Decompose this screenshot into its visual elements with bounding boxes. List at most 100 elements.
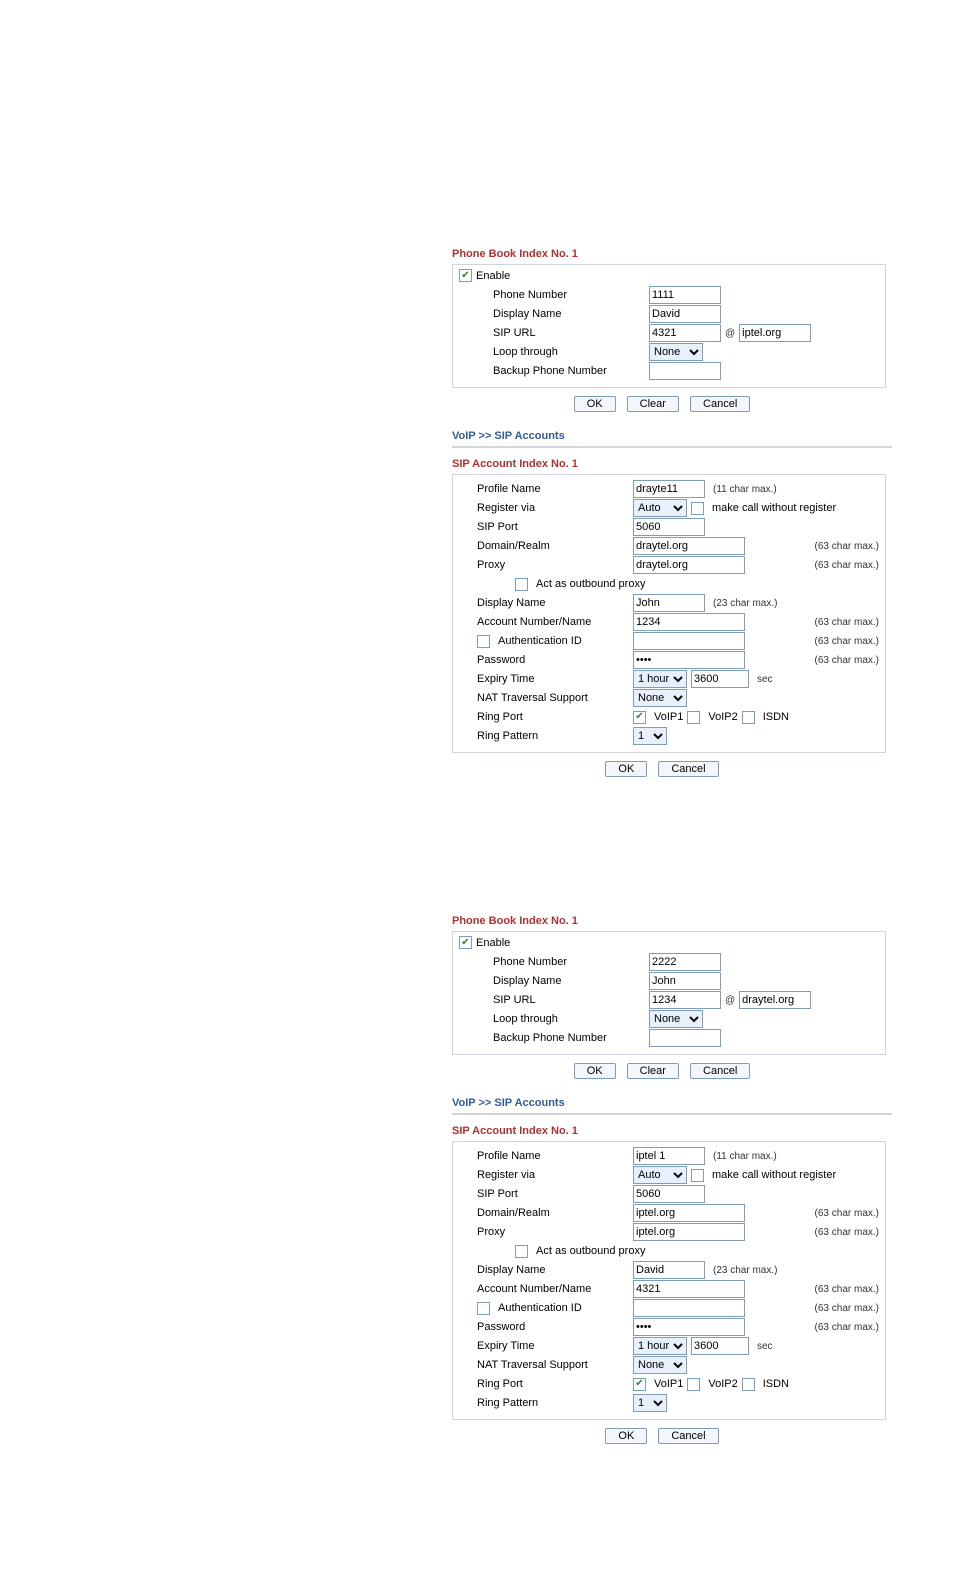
pb1-sipurl-domain[interactable] <box>739 324 811 342</box>
sip2-profile-input[interactable] <box>633 1147 705 1165</box>
sip2-acct-input[interactable] <box>633 1280 745 1298</box>
sip1-expiry-select[interactable]: 1 hour <box>633 670 687 688</box>
pb2-cancel-button[interactable]: Cancel <box>690 1063 750 1079</box>
pb2-sipurl-label: SIP URL <box>459 994 649 1006</box>
sip2-expiry-label: Expiry Time <box>459 1340 633 1352</box>
sip1-nat-select[interactable]: None <box>633 689 687 707</box>
sip2-title: SIP Account Index No. 1 <box>452 1125 954 1137</box>
sip1-voip2-check[interactable] <box>687 711 700 724</box>
phonebook1-enable-label: Enable <box>476 270 510 282</box>
sip1-ok-button[interactable]: OK <box>605 761 647 777</box>
sip2-pass-input[interactable] <box>633 1318 745 1336</box>
pb2-sipurl-domain[interactable] <box>739 991 811 1009</box>
sip1-acct-label: Account Number/Name <box>459 616 633 628</box>
sip2-disp-input[interactable] <box>633 1261 705 1279</box>
sip1-expiry-label: Expiry Time <box>459 673 633 685</box>
sip2-profile-label: Profile Name <box>459 1150 633 1162</box>
sip2-ok-button[interactable]: OK <box>605 1428 647 1444</box>
sip1-makecall-label: make call without register <box>712 502 836 514</box>
sip1-proxy-input[interactable] <box>633 556 745 574</box>
sip1-ringport-label: Ring Port <box>459 711 633 723</box>
pb2-sipurl-user[interactable] <box>649 991 721 1009</box>
sip1-nat-label: NAT Traversal Support <box>459 692 633 704</box>
pb2-backup-input[interactable] <box>649 1029 721 1047</box>
sip2-expiry-input[interactable] <box>691 1337 749 1355</box>
sip2-isdn-check[interactable] <box>742 1378 755 1391</box>
sip1-port-input[interactable] <box>633 518 705 536</box>
sip1-domain-input[interactable] <box>633 537 745 555</box>
pb1-cancel-button[interactable]: Cancel <box>690 396 750 412</box>
sip2-domain-input[interactable] <box>633 1204 745 1222</box>
sip1-cancel-button[interactable]: Cancel <box>658 761 718 777</box>
sip2-port-label: SIP Port <box>459 1188 633 1200</box>
sip2-register-select[interactable]: Auto <box>633 1166 687 1184</box>
sip1-register-label: Register via <box>459 502 633 514</box>
sip1-expiry-input[interactable] <box>691 670 749 688</box>
sip1-pattern-label: Ring Pattern <box>459 730 633 742</box>
sip1-auth-input[interactable] <box>633 632 745 650</box>
sip1-card: Profile Name (11 char max.) Register via… <box>452 474 886 753</box>
pb2-phone-input[interactable] <box>649 953 721 971</box>
pb1-display-input[interactable] <box>649 305 721 323</box>
pb1-ok-button[interactable]: OK <box>574 396 616 412</box>
sip1-auth-hint: (63 char max.) <box>815 636 879 647</box>
sip2-nat-select[interactable]: None <box>633 1356 687 1374</box>
sip2-port-input[interactable] <box>633 1185 705 1203</box>
sip2-proxy-input[interactable] <box>633 1223 745 1241</box>
sip1-register-select[interactable]: Auto <box>633 499 687 517</box>
sip2-auth-hint: (63 char max.) <box>815 1303 879 1314</box>
sip2-pattern-select[interactable]: 1 <box>633 1394 667 1412</box>
sip1-voip1-check[interactable] <box>633 711 646 724</box>
sip1-acct-input[interactable] <box>633 613 745 631</box>
sip2-outbound-check[interactable] <box>515 1245 528 1258</box>
sip1-disp-label: Display Name <box>459 597 633 609</box>
separator2 <box>452 1113 892 1115</box>
sip2-expiry-select[interactable]: 1 hour <box>633 1337 687 1355</box>
sip1-disp-hint: (23 char max.) <box>713 598 777 609</box>
sip1-makecall-check[interactable] <box>691 502 704 515</box>
sip2-ringport-label: Ring Port <box>459 1378 633 1390</box>
pb1-sipurl-user[interactable] <box>649 324 721 342</box>
sip2-cancel-button[interactable]: Cancel <box>658 1428 718 1444</box>
phonebook2-enable-label: Enable <box>476 937 510 949</box>
phonebook2-enable-check[interactable] <box>459 936 472 949</box>
sip2-voip1-check[interactable] <box>633 1378 646 1391</box>
sip1-pattern-select[interactable]: 1 <box>633 727 667 745</box>
sip2-proxy-hint: (63 char max.) <box>815 1227 879 1238</box>
pb1-phone-label: Phone Number <box>459 289 649 301</box>
pb2-at: @ <box>725 995 735 1006</box>
pb1-backup-input[interactable] <box>649 362 721 380</box>
sip2-voip2-check[interactable] <box>687 1378 700 1391</box>
sip1-auth-label-wrap: Authentication ID <box>459 635 633 648</box>
sip1-pass-label: Password <box>459 654 633 666</box>
pb2-clear-button[interactable]: Clear <box>627 1063 679 1079</box>
phonebook1-enable-check[interactable] <box>459 269 472 282</box>
sip2-domain-label: Domain/Realm <box>459 1207 633 1219</box>
pb1-phone-input[interactable] <box>649 286 721 304</box>
sip1-proxy-label: Proxy <box>459 559 633 571</box>
sip1-isdn-check[interactable] <box>742 711 755 724</box>
sip1-profile-input[interactable] <box>633 480 705 498</box>
sip1-pass-hint: (63 char max.) <box>815 655 879 666</box>
sip1-pass-input[interactable] <box>633 651 745 669</box>
pb1-loop-select[interactable]: None <box>649 343 703 361</box>
pb2-display-input[interactable] <box>649 972 721 990</box>
pb1-sipurl-label: SIP URL <box>459 327 649 339</box>
sip2-makecall-check[interactable] <box>691 1169 704 1182</box>
sip2-auth-input[interactable] <box>633 1299 745 1317</box>
sip2-domain-hint: (63 char max.) <box>815 1208 879 1219</box>
phonebook2-title: Phone Book Index No. 1 <box>452 915 954 927</box>
sip1-outbound-check[interactable] <box>515 578 528 591</box>
pb2-ok-button[interactable]: OK <box>574 1063 616 1079</box>
sip1-proxy-hint: (63 char max.) <box>815 560 879 571</box>
sip2-auth-check[interactable] <box>477 1302 490 1315</box>
sip2-acct-label: Account Number/Name <box>459 1283 633 1295</box>
pb1-clear-button[interactable]: Clear <box>627 396 679 412</box>
sip2-pass-label: Password <box>459 1321 633 1333</box>
sip1-title: SIP Account Index No. 1 <box>452 458 954 470</box>
sip1-auth-check[interactable] <box>477 635 490 648</box>
sip1-disp-input[interactable] <box>633 594 705 612</box>
pb2-loop-select[interactable]: None <box>649 1010 703 1028</box>
sip2-voip1-label: VoIP1 <box>654 1378 683 1390</box>
pb1-display-label: Display Name <box>459 308 649 320</box>
